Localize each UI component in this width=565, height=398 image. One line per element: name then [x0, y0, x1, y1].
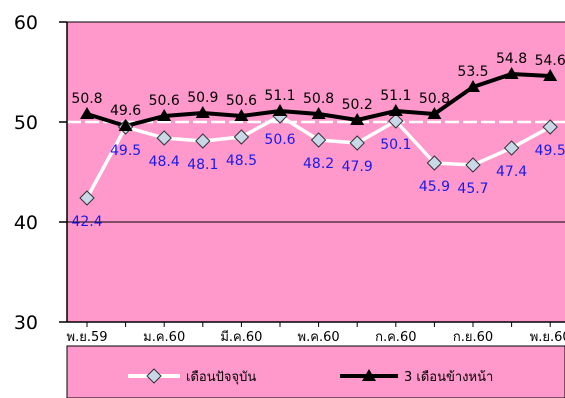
y-tick-label-30: 30	[14, 312, 38, 334]
data-label-3months: 50.9	[187, 90, 218, 106]
point-current	[388, 113, 404, 129]
plot-area	[67, 22, 565, 322]
data-label-3months: 54.8	[496, 51, 527, 67]
data-label-current: 42.4	[71, 214, 102, 230]
point-3months	[427, 107, 442, 119]
x-tick-label: ก.ค.60	[375, 330, 416, 345]
point-3months	[388, 104, 403, 116]
point-3months	[311, 107, 326, 119]
data-label-current: 45.7	[457, 181, 488, 197]
point-3months	[157, 109, 172, 121]
data-label-current: 47.9	[342, 159, 373, 175]
point-3months	[234, 109, 249, 121]
x-axis-ticks: พ.ย.59 ม.ค.60 มี.ค.60 พ.ค.60 ก.ค.60 ก.ย.60 พ.ย…	[67, 322, 565, 345]
point-3months	[504, 67, 519, 79]
y-tick-label-60: 60	[14, 12, 38, 34]
point-3months	[118, 119, 133, 131]
x-tick-label: มี.ค.60	[220, 329, 262, 345]
x-tick-label: พ.ย.60	[530, 330, 565, 345]
point-current	[542, 119, 558, 135]
y-tick-label-40: 40	[14, 212, 38, 234]
legend-box	[66, 345, 565, 398]
point-current	[310, 132, 327, 148]
point-3months	[195, 106, 210, 118]
data-label-3months: 50.8	[71, 91, 102, 107]
legend-3months-triangle-icon	[362, 369, 376, 381]
data-label-current: 48.2	[303, 156, 334, 172]
legend-item-3months: 3 เดือนข้างหน้า	[340, 369, 493, 385]
y-tick-label-50: 50	[14, 112, 38, 134]
x-tick-label: ม.ค.60	[143, 330, 185, 345]
point-3months	[543, 69, 558, 81]
point-current	[195, 133, 211, 149]
legend-current-label: เดือนปัจจุบัน	[186, 369, 256, 385]
data-label-3months: 50.6	[226, 93, 257, 109]
data-label-current: 45.9	[419, 179, 450, 195]
data-label-3months: 50.8	[419, 91, 450, 107]
gridlines	[67, 21, 565, 323]
data-label-current: 50.1	[380, 137, 411, 153]
data-label-3months: 50.2	[342, 97, 373, 113]
data-label-current: 48.5	[226, 153, 257, 169]
point-current	[465, 157, 481, 173]
point-3months	[350, 113, 365, 125]
data-label-current: 49.5	[110, 143, 141, 159]
point-current	[233, 129, 250, 145]
data-label-current: 48.1	[187, 157, 218, 173]
legend-item-current: เดือนปัจจุบัน	[128, 368, 256, 385]
data-label-3months: 53.5	[457, 64, 488, 80]
legend-3months-label: 3 เดือนข้างหน้า	[404, 369, 493, 385]
data-label-3months: 49.6	[110, 103, 141, 119]
data-label-current: 50.6	[264, 132, 295, 148]
point-3months	[273, 104, 287, 116]
series-markers	[79, 67, 558, 206]
point-3months	[466, 80, 480, 92]
data-label-3months: 51.1	[380, 88, 411, 104]
data-label-3months: 54.6	[535, 53, 565, 69]
point-current	[79, 190, 95, 206]
point-3months	[80, 107, 94, 119]
point-current	[349, 135, 365, 151]
x-tick-label: ก.ย.60	[453, 330, 493, 345]
data-label-3months: 50.8	[303, 91, 334, 107]
data-label-current: 47.4	[496, 164, 527, 180]
point-current	[503, 140, 520, 156]
data-label-3months: 51.1	[264, 88, 295, 104]
data-label-current: 49.5	[535, 143, 565, 159]
x-tick-label: พ.ค.60	[298, 330, 340, 345]
y-axis-ticks: 30 40 50 60	[14, 12, 67, 334]
legend-current-diamond-icon	[146, 368, 162, 384]
x-tick-label: พ.ย.59	[67, 330, 108, 345]
point-current	[426, 155, 443, 171]
data-label-current: 48.4	[149, 154, 180, 170]
data-labels: 50.8 49.6 50.6 50.9 50.6 51.1 50.8 50.2 51.1 50.8…	[71, 51, 565, 230]
point-current	[156, 130, 172, 146]
data-label-3months: 50.6	[149, 93, 180, 109]
